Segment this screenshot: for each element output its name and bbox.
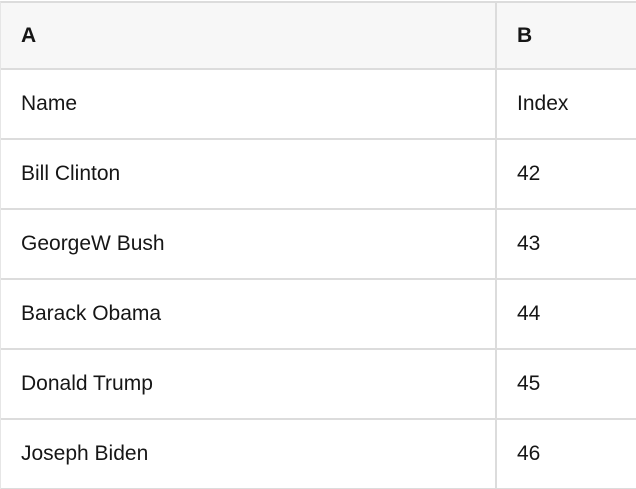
field-label-row: Name Index xyxy=(1,70,636,140)
column-header-a[interactable]: A xyxy=(1,3,497,68)
column-header-row: A B xyxy=(1,3,636,70)
cell-b2[interactable]: 42 xyxy=(517,162,541,185)
cell-a5[interactable]: Donald Trump xyxy=(1,350,497,418)
table-row: GeorgeW Bush 43 xyxy=(1,210,636,280)
cell-a4[interactable]: Barack Obama xyxy=(1,280,497,348)
table-row: Bill Clinton 42 xyxy=(1,140,636,210)
table-row: Barack Obama 44 xyxy=(1,280,636,350)
cell-b5[interactable]: 45 xyxy=(517,372,541,395)
cell-a1-name-label[interactable]: Name xyxy=(1,70,497,138)
cell-a6[interactable]: Joseph Biden xyxy=(1,420,497,488)
cell-b6[interactable]: 46 xyxy=(517,442,541,465)
cell-b3[interactable]: 43 xyxy=(517,232,541,255)
cell-a3[interactable]: GeorgeW Bush xyxy=(1,210,497,278)
cell-b4[interactable]: 44 xyxy=(517,302,541,325)
cell-b1-index-label[interactable]: Index xyxy=(517,92,569,115)
cell-a2[interactable]: Bill Clinton xyxy=(1,140,497,208)
column-header-b[interactable]: B xyxy=(517,23,533,47)
table-row: Donald Trump 45 xyxy=(1,350,636,420)
table-row: Joseph Biden 46 xyxy=(1,420,636,489)
